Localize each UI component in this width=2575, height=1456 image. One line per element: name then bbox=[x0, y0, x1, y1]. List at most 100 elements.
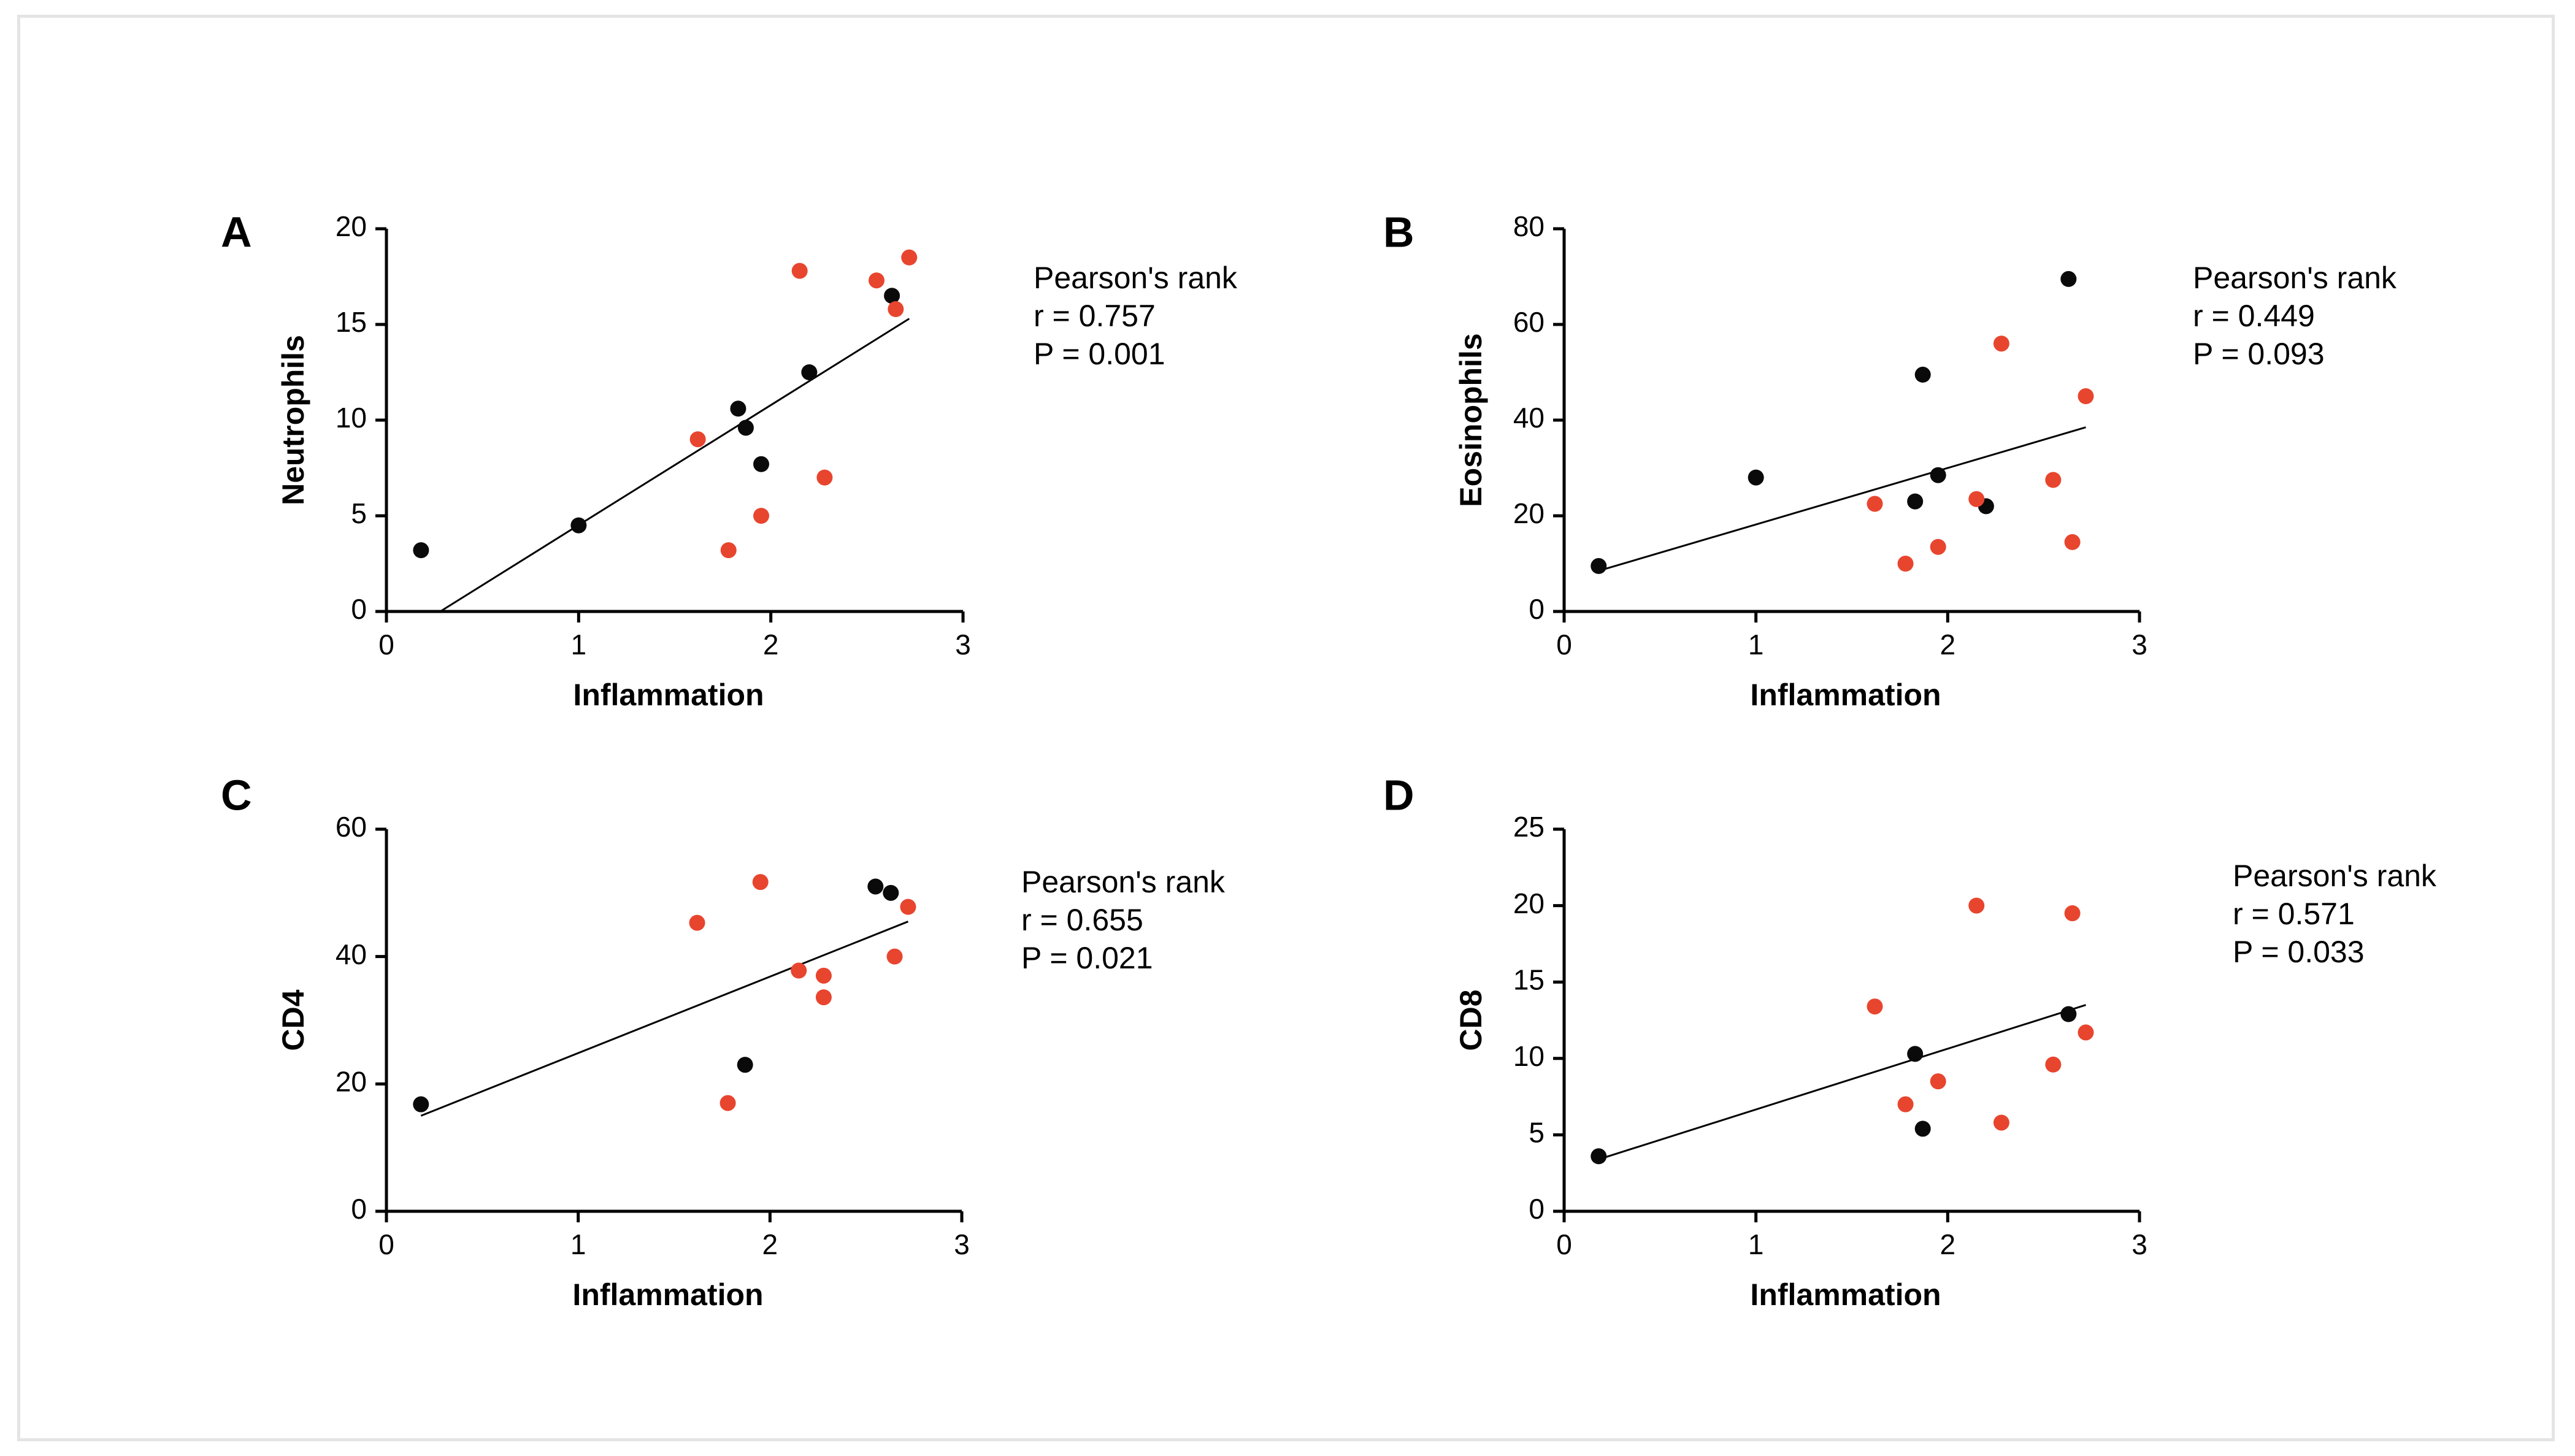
x-tick-label: 0 bbox=[378, 629, 394, 661]
x-tick-label: 0 bbox=[1556, 629, 1572, 661]
x-tick-label: 0 bbox=[378, 1228, 394, 1260]
black-data-point bbox=[1914, 1121, 1931, 1137]
black-data-point bbox=[413, 1096, 429, 1113]
y-tick-label: 0 bbox=[351, 593, 367, 625]
red-data-point bbox=[2045, 472, 2062, 488]
red-data-point bbox=[1867, 496, 1883, 512]
red-data-point bbox=[753, 508, 769, 524]
red-data-point bbox=[901, 249, 918, 266]
y-tick-label: 20 bbox=[336, 1065, 367, 1097]
red-data-point bbox=[869, 272, 885, 289]
black-data-point bbox=[1907, 1046, 1924, 1062]
black-data-point bbox=[2060, 270, 2077, 287]
red-data-point bbox=[2045, 1056, 2062, 1073]
red-data-point bbox=[816, 469, 833, 486]
red-data-point bbox=[752, 874, 769, 891]
red-data-point bbox=[720, 1095, 736, 1111]
stats-p-value: P = 0.033 bbox=[2233, 935, 2365, 969]
y-tick-label: 5 bbox=[1529, 1117, 1545, 1149]
x-tick-label: 3 bbox=[955, 629, 971, 661]
panel-a: A 0 1 2 3 0 5 10 15 20 Inflammation Neutrophils Pear… bbox=[221, 208, 1238, 712]
black-data-point bbox=[884, 288, 900, 304]
red-data-point bbox=[1930, 538, 1946, 555]
red-data-point bbox=[1993, 335, 2009, 352]
x-tick-label: 2 bbox=[762, 1228, 778, 1260]
black-data-point bbox=[1914, 366, 1931, 383]
y-tick-label: 10 bbox=[1513, 1040, 1545, 1072]
red-data-point bbox=[689, 431, 706, 448]
x-tick-label: 1 bbox=[1748, 629, 1764, 661]
y-tick-label: 40 bbox=[336, 938, 367, 970]
panel-b: B 0 1 2 3 0 20 40 60 80 Inflammation Eosinophils Pea… bbox=[1383, 208, 2397, 712]
red-data-point bbox=[888, 301, 904, 318]
panel-letter: C bbox=[221, 771, 252, 819]
pearson-stats: Pearson's rank r = 0.449 P = 0.093 bbox=[2193, 261, 2397, 371]
red-data-point bbox=[1867, 998, 1883, 1015]
red-data-point bbox=[886, 948, 903, 965]
red-data-point bbox=[1993, 1114, 2009, 1131]
red-data-point bbox=[2078, 1024, 2094, 1041]
x-tick-label: 2 bbox=[763, 629, 779, 661]
y-tick-label: 60 bbox=[1513, 306, 1545, 338]
y-tick-label: 15 bbox=[336, 306, 367, 338]
x-tick-label: 2 bbox=[1940, 629, 1956, 661]
y-tick-label: 5 bbox=[351, 497, 367, 529]
y-tick-label: 80 bbox=[1513, 210, 1545, 242]
black-data-point bbox=[1591, 1148, 1607, 1165]
stats-r-value: r = 0.571 bbox=[2233, 897, 2355, 931]
black-data-point bbox=[413, 542, 429, 559]
x-axis-title: Inflammation bbox=[1750, 678, 1941, 712]
black-data-point bbox=[883, 884, 899, 901]
regression-line bbox=[420, 921, 909, 1117]
y-tick-label: 0 bbox=[351, 1193, 367, 1225]
y-axis-title: Neutrophils bbox=[276, 335, 310, 505]
black-data-point bbox=[1907, 493, 1924, 510]
red-data-point bbox=[2078, 388, 2094, 404]
y-tick-label: 25 bbox=[1513, 811, 1545, 843]
pearson-stats: Pearson's rank r = 0.757 P = 0.001 bbox=[1034, 261, 1238, 371]
red-data-point bbox=[900, 899, 916, 915]
y-tick-label: 20 bbox=[336, 210, 367, 242]
red-data-point bbox=[791, 962, 807, 979]
black-data-point bbox=[570, 517, 587, 534]
red-data-point bbox=[1897, 556, 1914, 572]
black-data-point bbox=[1591, 557, 1607, 574]
black-data-point bbox=[1930, 467, 1946, 483]
regression-line bbox=[1598, 426, 2086, 572]
x-tick-label: 1 bbox=[570, 1228, 586, 1260]
y-axis-title: CD4 bbox=[276, 989, 310, 1051]
y-tick-label: 20 bbox=[1513, 887, 1545, 919]
stats-r-value: r = 0.757 bbox=[1034, 299, 1156, 333]
black-data-point bbox=[730, 400, 746, 417]
stats-title: Pearson's rank bbox=[2233, 859, 2437, 893]
stats-title: Pearson's rank bbox=[1034, 261, 1238, 295]
stats-p-value: P = 0.021 bbox=[1021, 941, 1153, 975]
red-data-point bbox=[1930, 1073, 1946, 1090]
panel-letter: D bbox=[1383, 771, 1414, 819]
red-data-point bbox=[815, 967, 832, 984]
black-data-point bbox=[737, 420, 754, 436]
red-data-point bbox=[689, 914, 705, 931]
red-data-point bbox=[1897, 1096, 1914, 1113]
red-data-point bbox=[1968, 491, 1985, 507]
panel-letter: A bbox=[221, 208, 252, 256]
y-tick-label: 60 bbox=[336, 811, 367, 843]
y-axis-title: CD8 bbox=[1454, 989, 1488, 1051]
x-tick-label: 3 bbox=[954, 1228, 970, 1260]
y-axis-title: Eosinophils bbox=[1454, 333, 1488, 507]
figure-frame bbox=[17, 15, 2555, 1441]
regression-line bbox=[439, 318, 910, 613]
stats-title: Pearson's rank bbox=[2193, 261, 2397, 295]
x-tick-label: 1 bbox=[1748, 1228, 1764, 1260]
black-data-point bbox=[1748, 469, 1764, 486]
x-axis-title: Inflammation bbox=[573, 678, 764, 712]
x-tick-label: 2 bbox=[1940, 1228, 1956, 1260]
black-data-point bbox=[2060, 1006, 2077, 1022]
black-data-point bbox=[801, 364, 818, 380]
black-data-point bbox=[753, 456, 769, 472]
stats-p-value: P = 0.001 bbox=[1034, 337, 1165, 371]
x-tick-label: 3 bbox=[2132, 1228, 2147, 1260]
panel-d: D 0 1 2 3 0 5 10 15 20 25 Inflammation CD8 Pearson's … bbox=[1383, 771, 2437, 1312]
x-tick-label: 0 bbox=[1556, 1228, 1572, 1260]
y-tick-label: 15 bbox=[1513, 964, 1545, 995]
